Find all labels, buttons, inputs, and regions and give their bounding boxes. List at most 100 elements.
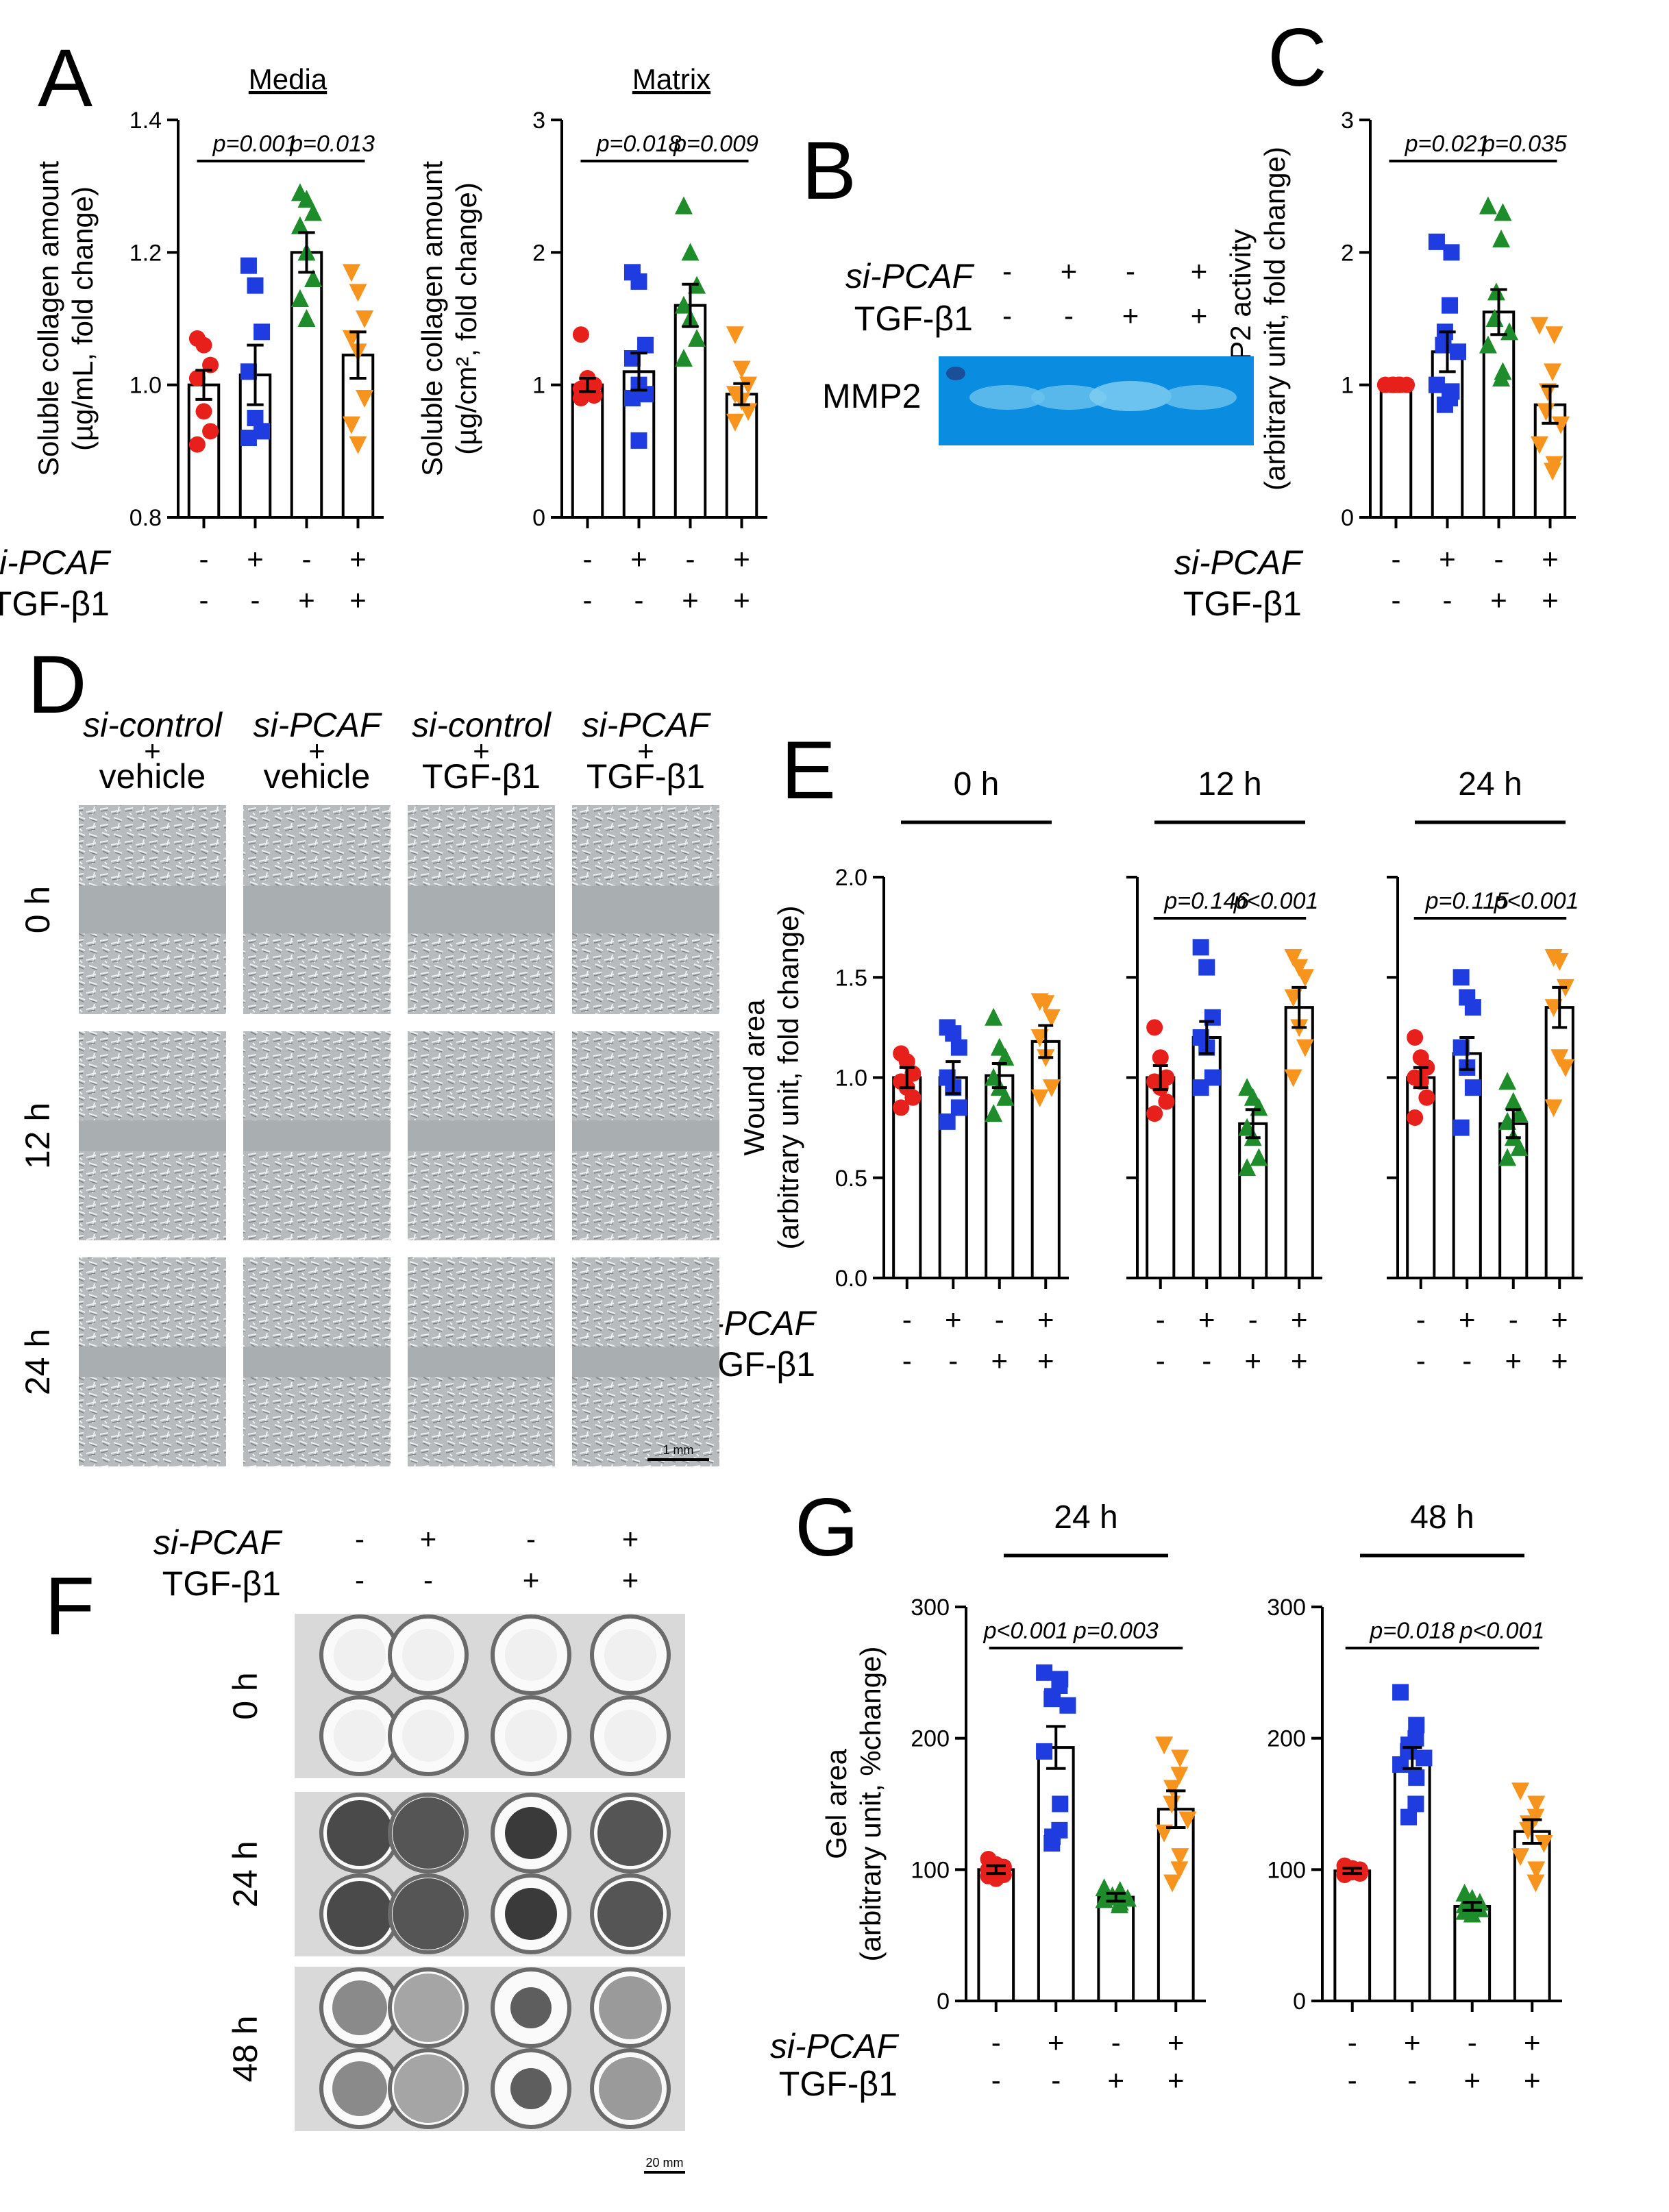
row-label-time: 12 h [18, 1103, 57, 1169]
point-square [240, 430, 257, 446]
point-triangle-up [985, 1104, 1003, 1122]
point-triangle-up [1479, 335, 1497, 354]
y-axis-label: Soluble collagen amount [32, 161, 64, 476]
point-circle [1152, 1049, 1169, 1066]
panel-letter-b: B [802, 125, 856, 217]
point-triangle-up [290, 216, 309, 234]
point-triangle-down [732, 360, 751, 379]
f-tgf-sign: - [423, 1564, 433, 1596]
bar [1544, 1006, 1574, 1279]
gel-disc [402, 1629, 454, 1681]
point-triangle-up [304, 269, 323, 287]
gel-band [1161, 385, 1237, 410]
chart-E-0h: 0.0 0.5 1.0 1.5 2.0 Wound area (arbitrary unit… [688, 766, 1069, 1384]
point-triangle-up [996, 1087, 1015, 1106]
y-tick-label: 3 [1341, 108, 1354, 134]
point-triangle-down [356, 390, 374, 408]
si-pcaf-sign: + [1037, 1303, 1054, 1336]
bar [1238, 1122, 1268, 1280]
point-triangle-down [1535, 1835, 1553, 1853]
bar [985, 1074, 1015, 1279]
y-tick-label: 1.4 [129, 108, 162, 134]
chart-title: Media [249, 63, 327, 95]
tgf-sign: + [682, 584, 699, 616]
y-axis-label-units: (µg/mL, fold change) [66, 186, 99, 451]
bar [1030, 1040, 1061, 1279]
y-tick-label: 1.5 [835, 965, 867, 991]
point-triangle-down [342, 416, 360, 434]
si-pcaf-sign: + [349, 543, 367, 575]
y-tick-label: 200 [911, 1726, 950, 1752]
point-triangle-up [996, 1048, 1015, 1066]
point-circle [1146, 1105, 1163, 1122]
panel-letter-e: E [781, 724, 836, 816]
chart-title: 12 h [1198, 766, 1261, 802]
point-square [254, 323, 271, 341]
point-square [1392, 1756, 1409, 1773]
band-label: MMP2 [822, 377, 921, 415]
gel-disc [597, 1800, 663, 1866]
y-axis-label-units: (arbitrary unit, fold change) [1259, 147, 1291, 491]
chart-title: 0 h [954, 766, 1000, 802]
tgf-sign: + [349, 584, 367, 616]
row-label-tgf: TGF-β1 [0, 585, 110, 623]
b-si-sign-3: - [1126, 255, 1135, 287]
point-square [1052, 1795, 1069, 1812]
b-tgf-sign-3: + [1122, 299, 1139, 332]
point-square [1464, 1079, 1481, 1096]
point-square [1036, 1743, 1053, 1760]
tgf-sign: - [902, 1344, 912, 1377]
point-triangle-down [1178, 1811, 1197, 1830]
p-value: p<0.001 [1494, 888, 1579, 914]
b-si-sign-4: + [1191, 255, 1208, 287]
p-value: p=0.018 [596, 131, 682, 157]
tgf-sign: + [298, 584, 315, 616]
point-circle [904, 1089, 922, 1106]
gel-disc [505, 1888, 557, 1940]
point-triangle-up [674, 196, 693, 214]
point-triangle-up [1492, 369, 1511, 386]
point-triangle-up [1492, 230, 1511, 247]
point-triangle-down [1284, 949, 1302, 967]
f-tgf-sign: + [622, 1564, 639, 1596]
p-value: p=0.018 [1369, 1618, 1455, 1644]
point-triangle-down [1290, 959, 1309, 977]
point-triangle-up [1504, 1092, 1522, 1110]
point-circle [1407, 1029, 1424, 1046]
point-square [1192, 939, 1209, 956]
point-triangle-down [1284, 1069, 1302, 1087]
column-label-bottom: TGF-β1 [422, 757, 541, 796]
si-pcaf-sign: + [1439, 543, 1456, 575]
tgf-sign: - [1051, 2064, 1061, 2096]
y-tick-label: 0 [1341, 505, 1354, 531]
gel-disc [599, 1976, 662, 2039]
b-tgf-sign-1: - [1002, 299, 1012, 332]
tgf-sign: - [1407, 2064, 1417, 2096]
gel-band [1031, 385, 1107, 410]
point-square [1428, 233, 1445, 250]
b-si-sign-2: + [1061, 255, 1078, 287]
point-square [1452, 969, 1470, 986]
point-triangle-down [1042, 1079, 1061, 1098]
si-pcaf-sign: - [686, 543, 695, 575]
point-circle [1385, 376, 1402, 393]
gel-disc [334, 1710, 386, 1762]
column-label-plus: + [308, 735, 325, 767]
si-pcaf-sign: + [1198, 1303, 1215, 1336]
tgf-sign: - [1392, 584, 1401, 616]
row-label-tgf: TGF-β1 [1183, 585, 1302, 623]
si-pcaf-sign: + [630, 543, 647, 575]
chart-A-matrix: 0 1 2 3 Soluble collagen amount (µg/cm², fold… [416, 63, 767, 616]
point-square [945, 1025, 962, 1042]
wound-gap [408, 885, 555, 934]
si-pcaf-sign: + [247, 543, 264, 575]
si-pcaf-sign: + [1167, 2026, 1185, 2059]
wound-gap [79, 1120, 226, 1151]
point-triangle-up [1510, 1104, 1529, 1122]
point-circle [188, 436, 206, 453]
y-tick-label: 2.0 [835, 865, 867, 891]
column-label-bottom: vehicle [264, 757, 371, 796]
wound-gap [572, 1347, 719, 1377]
tgf-sign: + [1490, 584, 1507, 616]
bar [1453, 1905, 1492, 2002]
